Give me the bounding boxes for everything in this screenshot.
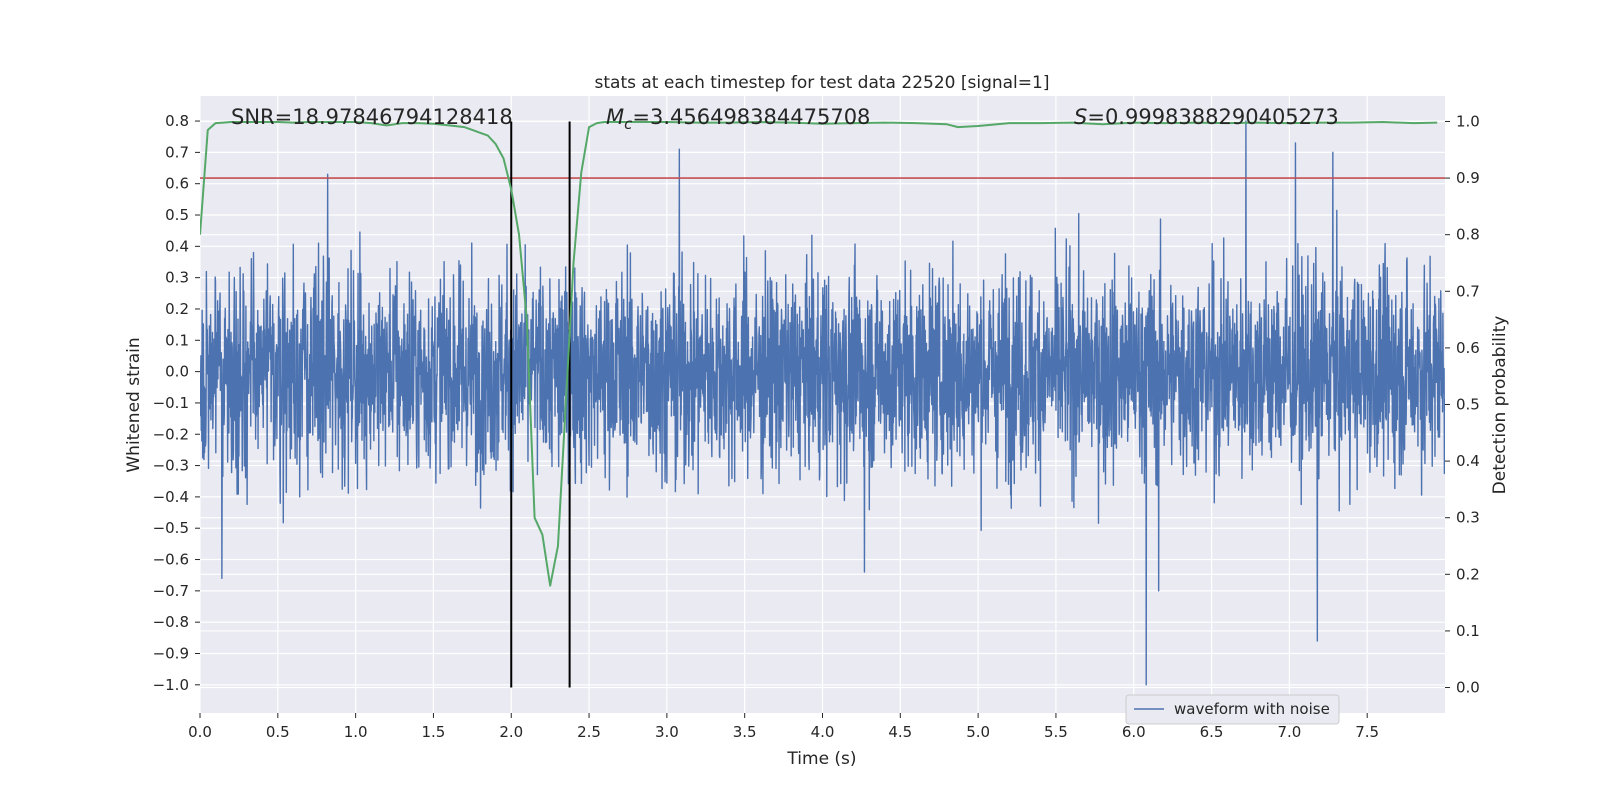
y-right-tick-label: 0.0 (1456, 679, 1480, 697)
legend-box (1125, 694, 1340, 725)
y-left-tick-label: −0.6 (153, 551, 189, 569)
x-tick-label: 6.0 (1122, 723, 1146, 741)
y-left-tick-label: 0.5 (165, 206, 189, 224)
x-tick-label: 4.0 (811, 723, 835, 741)
y-right-tick-label: 0.1 (1456, 622, 1480, 640)
y-right-axis-label: Detection probability (1490, 316, 1510, 495)
legend-label: waveform with noise (1174, 700, 1330, 718)
y-right-tick-label: 0.6 (1456, 339, 1480, 357)
y-right-tick-label: 0.4 (1456, 452, 1480, 470)
chirp-mass-annotation: Mc=3.456498384475708 (606, 105, 870, 133)
y-left-tick-label: −1.0 (153, 676, 189, 694)
waveform-line (200, 120, 1445, 686)
x-tick-label: 0.5 (266, 723, 290, 741)
x-tick-label: 6.5 (1200, 723, 1224, 741)
y-left-tick-label: 0.7 (165, 143, 189, 161)
y-left-axis-label: Whitened strain (124, 337, 144, 472)
waveform-with-noise-series (200, 120, 1445, 686)
y-left-tick-label: 0.3 (165, 269, 189, 287)
x-tick-label: 2.5 (577, 723, 601, 741)
x-tick-label: 1.0 (344, 723, 368, 741)
y-left-tick-label: −0.2 (153, 425, 189, 443)
y-left-tick-label: 0.8 (165, 112, 189, 130)
y-left-tick-label: −0.7 (153, 582, 189, 600)
y-left-tick-label: −0.3 (153, 457, 189, 475)
y-left-tick-label: −0.5 (153, 519, 189, 537)
y-right-tick-label: 1.0 (1456, 112, 1480, 130)
y-left-tick-label: 0.1 (165, 331, 189, 349)
snr-annotation: SNR=18.97846794128418 (231, 105, 513, 129)
x-axis-ticks: 0.0 0.5 1.0 1.5 2.0 2.5 3.0 3.5 4.0 4.5 5.0 5.5 6.0 6… (188, 713, 1379, 741)
x-tick-label: 1.5 (422, 723, 446, 741)
y-right-tick-label: 0.7 (1456, 282, 1480, 300)
x-tick-label: 5.0 (966, 723, 990, 741)
significance-symbol: S (1074, 105, 1087, 129)
chirp-mass-subscript: c (624, 115, 633, 133)
y-left-tick-label: −0.9 (153, 644, 189, 662)
x-axis-label: Time (s) (786, 749, 856, 769)
significance-annotation: S=0.9998388290405273 (1074, 105, 1339, 129)
y-right-tick-label: 0.2 (1456, 565, 1480, 583)
chart-title: stats at each timestep for test data 225… (595, 73, 1050, 93)
y-right-tick-label: 0.3 (1456, 509, 1480, 527)
y-left-tick-label: 0.2 (165, 300, 189, 318)
y-left-tick-label: 0.0 (165, 363, 189, 381)
x-tick-label: 3.5 (733, 723, 757, 741)
y-left-tick-label: −0.1 (153, 394, 189, 412)
y-right-tick-label: 0.5 (1456, 396, 1480, 414)
x-tick-label: 2.0 (499, 723, 523, 741)
x-tick-label: 7.0 (1277, 723, 1301, 741)
chirp-mass-value: =3.456498384475708 (632, 105, 870, 129)
y-left-tick-label: −0.8 (153, 613, 189, 631)
y-right-axis-ticks: 1.0 0.9 0.8 0.7 0.6 0.5 0.4 0.3 0.2 0.1 0.0 (1445, 112, 1480, 697)
significance-value: =0.9998388290405273 (1087, 105, 1338, 129)
y-left-tick-label: 0.4 (165, 237, 189, 255)
y-right-tick-label: 0.8 (1456, 226, 1480, 244)
legend: waveform with noise (1125, 694, 1340, 725)
x-tick-label: 0.0 (188, 723, 212, 741)
y-right-tick-label: 0.9 (1456, 169, 1480, 187)
x-tick-label: 3.0 (655, 723, 679, 741)
y-left-axis-ticks: 0.8 0.7 0.6 0.5 0.4 0.3 0.2 0.1 0.0 −0.1 −0.2 −0.3 −… (153, 112, 200, 694)
y-left-tick-label: −0.4 (153, 488, 189, 506)
x-tick-label: 5.5 (1044, 723, 1068, 741)
detection-probability-line (200, 121, 1438, 587)
chirp-mass-symbol: M (606, 105, 624, 129)
x-tick-label: 7.5 (1355, 723, 1379, 741)
y-left-tick-label: 0.6 (165, 175, 189, 193)
x-tick-label: 4.5 (888, 723, 912, 741)
